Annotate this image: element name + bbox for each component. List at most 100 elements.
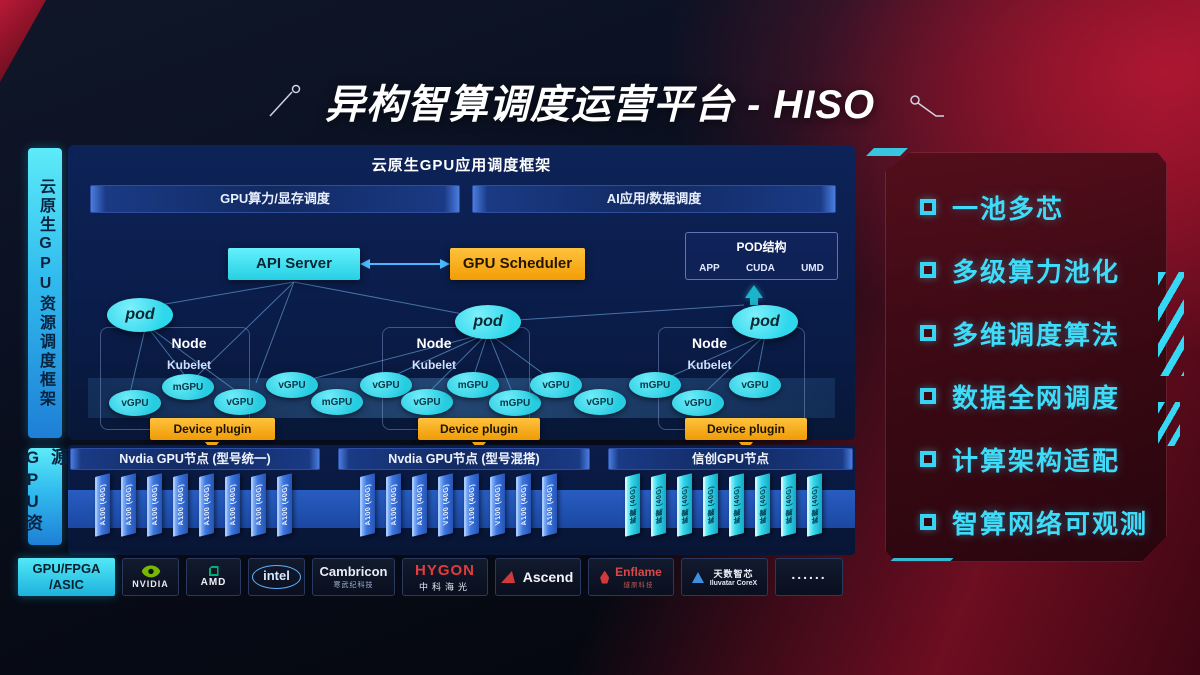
vendor-category-line2: /ASIC xyxy=(49,577,84,592)
iluvatar-sub-label: Iluvatar CoreX xyxy=(709,580,758,587)
gpu-card-label: A100 (40G) xyxy=(547,483,554,527)
amd-logo-icon xyxy=(208,566,219,576)
vendor-ascend: Ascend xyxy=(495,558,581,596)
vendor-nvidia: NVIDIA xyxy=(122,558,179,596)
gpu-card-label: 昇腾 (40G) xyxy=(811,485,819,525)
iluvatar-text: 天数智芯 Iluvatar CoreX xyxy=(710,567,757,587)
gpu-card-label: A100 (40G) xyxy=(391,483,398,527)
gpu-card-label: A100 (40G) xyxy=(178,483,185,527)
vendor-iluvatar: 天数智芯 Iluvatar CoreX xyxy=(681,558,768,596)
gpu-card-label: A100 (40G) xyxy=(126,483,133,527)
gpu-card: A100 (40G) xyxy=(516,473,531,537)
feature-list: 一池多芯 多级算力池化 多维调度算法 数据全网调度 计算架构适配 xyxy=(920,190,1148,539)
gpu-card-label: V100 (40G) xyxy=(495,483,502,527)
gpu-ellipse: mGPU xyxy=(162,374,214,400)
gpu-ellipse: vGPU xyxy=(530,372,582,398)
feature-bullet-icon xyxy=(920,514,936,530)
gpu-ellipse: vGPU xyxy=(401,389,453,415)
pod-ellipse: pod xyxy=(455,305,521,339)
gpu-ellipse: mGPU xyxy=(311,389,363,415)
gpu-ellipse: vGPU xyxy=(729,372,781,398)
intel-label: intel xyxy=(263,568,290,583)
gpu-card: A100 (40G) xyxy=(251,473,266,537)
gpu-card: A100 (40G) xyxy=(121,473,136,537)
gpu-card: 昇腾 (40G) xyxy=(781,473,796,537)
gpu-card: 昇腾 (40G) xyxy=(755,473,770,537)
cambricon-label: Cambricon xyxy=(319,564,388,579)
feature-label: 一池多芯 xyxy=(952,193,1065,224)
gpu-ellipse: vGPU xyxy=(266,372,318,398)
gpu-card-group-3: 昇腾 (40G) 昇腾 (40G) 昇腾 (40G) 昇腾 (40G) 昇腾 (40G)… xyxy=(625,473,822,537)
gpu-card: A100 (40G) xyxy=(225,473,240,537)
gpu-ellipse-layer: vGPU mGPU vGPU vGPU mGPU vGPU vGPU mGPU mGPU vGPU… xyxy=(68,145,855,440)
amd-label: AMD xyxy=(200,577,227,588)
gpu-card: V100 (40G) xyxy=(438,473,453,537)
vendor-more: ...... xyxy=(775,558,843,596)
gpu-card: A100 (40G) xyxy=(360,473,375,537)
gpu-card-label: A100 (40G) xyxy=(204,483,211,527)
feature-label: 计算架构适配 xyxy=(952,445,1121,476)
intel-logo-icon: intel xyxy=(252,565,301,589)
gpu-card: A100 (40G) xyxy=(542,473,557,537)
scheduling-framework-panel: 云原生GPU应用调度框架 GPU算力/显存调度 AI应用/数据调度 xyxy=(68,145,855,451)
sidebar-framework-bar: 云原生GPU资源调度框架 xyxy=(28,148,62,438)
gpu-ellipse: vGPU xyxy=(672,390,724,416)
header: 异构智算调度运营平台 - HISO xyxy=(0,72,1200,130)
enflame-logo-icon xyxy=(600,570,610,584)
gpu-card-label: A100 (40G) xyxy=(152,483,159,527)
gpu-card-group-1: A100 (40G) A100 (40G) A100 (40G) A100 (40G)… xyxy=(95,473,292,537)
vendor-amd: AMD xyxy=(186,558,241,596)
gpu-group-label-2: Nvdia GPU节点 (型号混搭) xyxy=(338,448,590,470)
enflame-label: Enflame xyxy=(615,565,662,579)
circuit-line-left-icon xyxy=(269,84,301,117)
cambricon-sub-label: 寒武纪科技 xyxy=(333,582,374,589)
iluvatar-label: 天数智芯 xyxy=(713,569,754,579)
feature-bullet-icon xyxy=(920,199,936,215)
gpu-card: 昇腾 (40G) xyxy=(625,473,640,537)
hazard-stripes-small-icon xyxy=(1158,402,1180,446)
vendor-enflame: Enflame 燧原科技 xyxy=(588,558,674,596)
device-plugin-box: Device plugin xyxy=(418,418,540,440)
gpu-card: 昇腾 (40G) xyxy=(703,473,718,537)
gpu-card-label: V100 (40G) xyxy=(469,483,476,527)
gpu-card: A100 (40G) xyxy=(173,473,188,537)
hazard-stripes-icon xyxy=(1158,272,1184,376)
gpu-card: 昇腾 (40G) xyxy=(677,473,692,537)
gpu-card-label: A100 (40G) xyxy=(417,483,424,527)
gpu-card-label: 昇腾 (40G) xyxy=(707,485,715,525)
gpu-card: A100 (40G) xyxy=(199,473,214,537)
gpu-card-label: 昇腾 (40G) xyxy=(759,485,767,525)
gpu-card-label: A100 (40G) xyxy=(521,483,528,527)
gpu-card: V100 (40G) xyxy=(464,473,479,537)
gpu-card-label: 昇腾 (40G) xyxy=(629,485,637,525)
gpu-card-label: 昇腾 (40G) xyxy=(681,485,689,525)
hygon-sub-label: 中科海光 xyxy=(418,581,471,592)
gpu-card-label: V100 (40G) xyxy=(443,483,450,527)
gpu-card-label: A100 (40G) xyxy=(256,483,263,527)
nvidia-label: NVIDIA xyxy=(132,579,169,589)
feature-bullet-icon xyxy=(920,388,936,404)
nvidia-logo-icon xyxy=(141,565,160,578)
gpu-card: 昇腾 (40G) xyxy=(729,473,744,537)
feature-item: 数据全网调度 xyxy=(920,379,1148,413)
feature-bullet-icon xyxy=(920,451,936,467)
enflame-sub-label: 燧原科技 xyxy=(623,582,654,589)
gpu-card: A100 (40G) xyxy=(386,473,401,537)
gpu-card-label: A100 (40G) xyxy=(230,483,237,527)
feature-item: 多级算力池化 xyxy=(920,253,1148,287)
gpu-card: A100 (40G) xyxy=(95,473,110,537)
gpu-card: A100 (40G) xyxy=(147,473,162,537)
feature-label: 多级算力池化 xyxy=(952,256,1121,287)
device-plugin-box: Device plugin xyxy=(150,418,275,440)
gpu-card-group-2: A100 (40G) A100 (40G) A100 (40G) V100 (40G)… xyxy=(360,473,557,537)
gpu-resource-panel: Nvdia GPU节点 (型号统一) Nvdia GPU节点 (型号混搭) 信创… xyxy=(68,445,855,555)
gpu-card-label: 昇腾 (40G) xyxy=(655,485,663,525)
feature-bullet-icon xyxy=(920,325,936,341)
feature-item: 计算架构适配 xyxy=(920,442,1148,476)
gpu-card-label: 昇腾 (40G) xyxy=(733,485,741,525)
gpu-card: A100 (40G) xyxy=(277,473,292,537)
gpu-card: 昇腾 (40G) xyxy=(807,473,822,537)
circuit-line-right-icon xyxy=(910,95,944,117)
panel-accent-bottom xyxy=(890,558,954,561)
